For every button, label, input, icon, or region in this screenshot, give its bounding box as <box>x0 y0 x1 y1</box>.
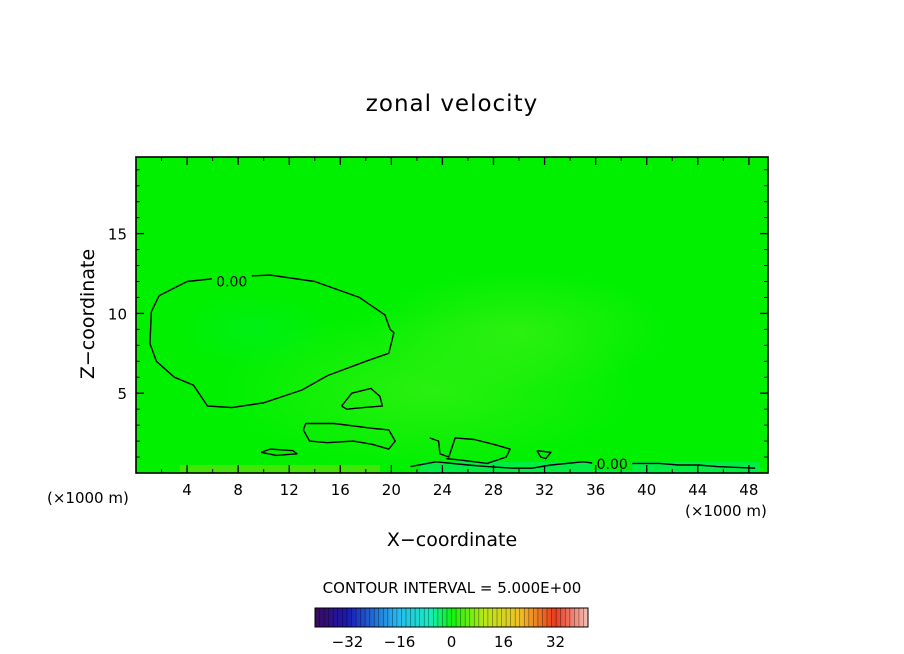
colorbar-divisions <box>319 608 584 627</box>
x-tick-label: 48 <box>739 481 758 499</box>
y-tick-labels: 5 10 15 <box>108 226 127 404</box>
y-tick-label: 10 <box>108 305 127 323</box>
contour-label-bg <box>211 272 252 288</box>
contour-label: 0.00 <box>597 457 628 473</box>
x-tick-labels: 4 8 12 16 20 24 28 32 36 40 44 48 <box>182 481 758 499</box>
y-tick-label: 15 <box>108 226 127 244</box>
colorbar-tick-label: 0 <box>447 633 457 651</box>
field-shading <box>420 462 760 473</box>
x-tick-label: 40 <box>637 481 656 499</box>
x-tick-label: 44 <box>688 481 707 499</box>
plot-frame <box>135 156 769 474</box>
colorbar-tick-labels: −32 −16 0 16 32 <box>332 633 565 651</box>
x-tick-label: 16 <box>331 481 350 499</box>
y-axis-label: Z−coordinate <box>77 249 99 379</box>
x-tick-label: 20 <box>382 481 401 499</box>
field-shading <box>370 270 670 390</box>
contour-label-bg <box>592 455 633 471</box>
x-units-left: (×1000 m) <box>47 489 129 507</box>
colorbar-tick-label: 16 <box>494 633 513 651</box>
field-shading <box>175 290 335 370</box>
plot-area: 0.00 0.00 <box>136 157 768 473</box>
contour-line <box>429 437 511 465</box>
contour-line <box>341 387 384 410</box>
x-tick-label: 36 <box>586 481 605 499</box>
x-tick-label: 24 <box>433 481 452 499</box>
chart-title: zonal velocity <box>366 91 538 117</box>
x-tick-label: 32 <box>535 481 554 499</box>
colorbar-tick-label: 32 <box>546 633 565 651</box>
x-tick-label: 12 <box>280 481 299 499</box>
field-shading <box>180 465 380 473</box>
x-axis-label: X−coordinate <box>387 529 517 551</box>
x-units-right: (×1000 m) <box>685 502 767 520</box>
colorbar-tick-label: −16 <box>384 633 416 651</box>
contour-line <box>149 274 395 409</box>
colorbar-tick-label: −32 <box>332 633 364 651</box>
contour-label: 0.00 <box>216 274 247 290</box>
contour-line <box>260 448 298 457</box>
y-tick-label: 5 <box>117 385 127 403</box>
contour-line <box>410 461 756 469</box>
colorbar-title: CONTOUR INTERVAL = 5.000E+00 <box>323 579 582 597</box>
contour-line <box>302 422 396 450</box>
x-tick-label: 8 <box>233 481 243 499</box>
x-tick-label: 4 <box>182 481 192 499</box>
contour-line <box>536 450 552 460</box>
axis-ticks <box>136 157 768 473</box>
contour-labels: 0.00 0.00 <box>211 272 633 473</box>
x-tick-label: 28 <box>484 481 503 499</box>
contour-lines <box>149 274 756 469</box>
